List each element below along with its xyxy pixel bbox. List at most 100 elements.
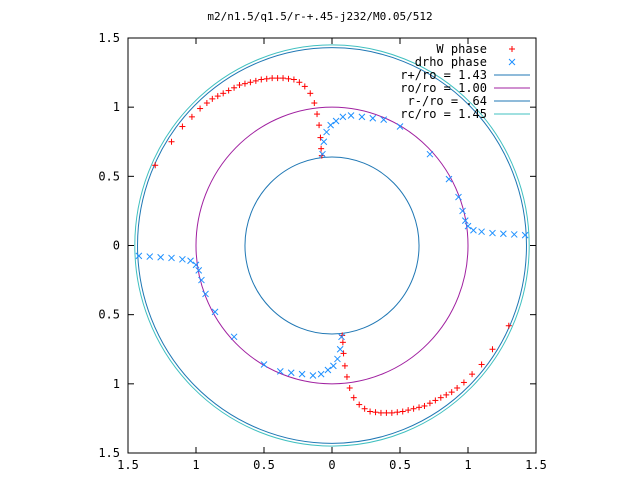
legend-label-0: W phase <box>436 42 487 56</box>
y-tick-label-1: 1 <box>113 100 120 114</box>
legend-marker-1 <box>508 58 516 66</box>
circle-1 <box>195 106 469 385</box>
point-0-9 <box>225 87 232 94</box>
point-1-14 <box>459 207 466 215</box>
point-0-44 <box>410 405 417 412</box>
point-0-42 <box>421 402 428 409</box>
point-1-27 <box>324 366 332 374</box>
point-0-28 <box>317 134 324 141</box>
point-1-36 <box>202 290 209 298</box>
point-0-47 <box>394 409 401 416</box>
point-1-30 <box>298 370 306 378</box>
point-0-56 <box>346 384 353 391</box>
point-1-32 <box>276 368 284 375</box>
point-0-13 <box>247 79 254 86</box>
point-0-50 <box>377 409 384 416</box>
circle-0 <box>137 47 527 444</box>
point-0-35 <box>460 379 467 386</box>
x-tick-label-1: 1 <box>192 458 199 472</box>
legend-label-3: ro/ro = 1.00 <box>400 81 487 95</box>
point-0-7 <box>214 93 221 100</box>
point-0-43 <box>416 404 423 411</box>
point-0-4 <box>197 105 204 112</box>
series-0 <box>152 75 512 416</box>
point-1-43 <box>157 253 164 261</box>
point-1-33 <box>260 361 268 368</box>
point-1-2 <box>323 128 330 136</box>
point-0-40 <box>432 397 439 404</box>
point-1-37 <box>198 276 205 284</box>
point-0-16 <box>263 75 270 82</box>
point-0-1 <box>168 138 175 145</box>
x-tick-label-0: 1.5 <box>117 458 139 472</box>
point-0-19 <box>280 75 287 82</box>
point-1-9 <box>380 116 388 123</box>
point-0-8 <box>220 90 227 97</box>
point-1-28 <box>317 370 325 378</box>
x-tick-label-5: 1 <box>464 458 471 472</box>
point-0-60 <box>339 339 346 346</box>
reference-circles <box>134 44 530 447</box>
point-0-20 <box>285 75 292 82</box>
point-0-25 <box>311 100 318 107</box>
point-0-58 <box>341 362 348 369</box>
point-1-12 <box>445 175 453 183</box>
point-0-53 <box>361 405 368 412</box>
point-0-18 <box>274 75 281 82</box>
point-1-0 <box>319 150 326 158</box>
point-0-15 <box>258 76 265 83</box>
point-0-5 <box>203 100 210 107</box>
point-0-14 <box>252 77 259 84</box>
data-points <box>135 75 529 416</box>
point-0-29 <box>318 145 325 152</box>
point-0-27 <box>316 122 323 129</box>
point-1-26 <box>330 362 337 370</box>
point-1-8 <box>369 114 377 122</box>
circle-3 <box>134 44 530 447</box>
axis-ticks: 1.5 1 0.5 0 0.5 1 1.51.510.500.511.5 <box>98 31 547 472</box>
point-1-44 <box>146 253 154 260</box>
point-0-52 <box>367 408 374 415</box>
chart-title: m2/n1.5/q1.5/r-+.45-j232/M0.05/512 <box>207 10 432 23</box>
point-1-5 <box>339 113 347 121</box>
point-0-32 <box>489 346 496 353</box>
point-1-29 <box>309 372 317 379</box>
point-0-46 <box>399 408 406 415</box>
series-1 <box>135 112 529 379</box>
point-0-51 <box>372 409 379 416</box>
point-0-45 <box>405 407 412 414</box>
point-0-48 <box>388 409 395 416</box>
point-0-24 <box>307 90 314 97</box>
point-0-23 <box>301 83 308 90</box>
x-tick-label-2: 0.5 <box>253 458 275 472</box>
point-1-19 <box>489 229 496 237</box>
point-1-17 <box>470 226 477 234</box>
point-1-24 <box>336 345 344 353</box>
point-0-3 <box>188 113 195 120</box>
point-1-38 <box>195 267 203 274</box>
point-0-34 <box>469 371 476 378</box>
point-1-11 <box>426 150 434 158</box>
point-1-15 <box>461 217 469 224</box>
point-0-55 <box>350 394 357 401</box>
point-0-41 <box>426 400 433 407</box>
point-1-45 <box>135 252 143 260</box>
point-1-4 <box>332 117 340 125</box>
point-0-36 <box>454 384 461 391</box>
x-tick-label-3: 0 <box>328 458 335 472</box>
point-1-6 <box>347 112 355 119</box>
point-0-39 <box>437 394 444 401</box>
point-0-17 <box>269 75 276 82</box>
point-0-59 <box>340 350 347 357</box>
point-0-57 <box>343 373 350 380</box>
point-0-38 <box>443 391 450 398</box>
point-0-54 <box>356 401 363 408</box>
x-tick-label-6: 1.5 <box>525 458 547 472</box>
point-1-13 <box>455 193 462 201</box>
legend-marker-0 <box>509 46 515 52</box>
point-0-12 <box>241 80 248 87</box>
point-1-16 <box>464 222 472 230</box>
